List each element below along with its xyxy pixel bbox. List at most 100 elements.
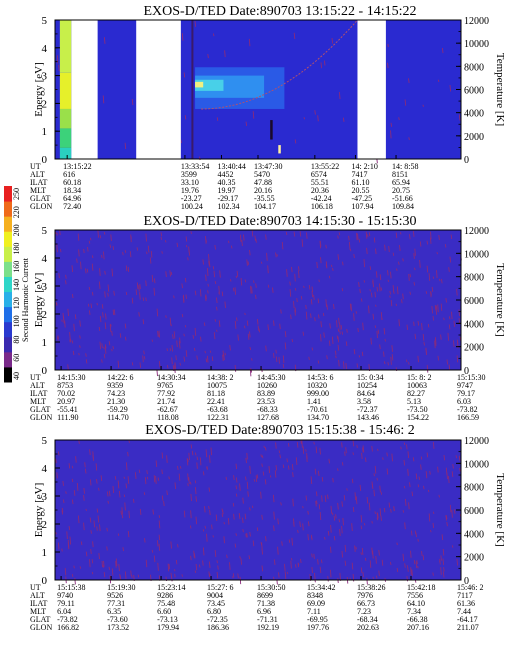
noise-streak xyxy=(284,563,286,572)
noise-streak xyxy=(262,471,265,476)
y-tick-label: 2 xyxy=(42,98,48,110)
noise-streak xyxy=(348,235,350,241)
noise-streak xyxy=(273,525,275,532)
ephemeris-value: 10063 xyxy=(407,381,427,390)
ephemeris-row-label: UT xyxy=(30,162,41,171)
ephemeris-value: 15:34:42 xyxy=(307,583,335,592)
noise-streak xyxy=(310,313,312,318)
noise-streak xyxy=(202,259,204,265)
noise-streak xyxy=(107,500,109,504)
noise-streak xyxy=(194,487,197,495)
noise-streak xyxy=(403,485,406,489)
noise-streak xyxy=(225,476,228,480)
colorbar-swatch xyxy=(4,321,12,338)
noise-streak xyxy=(372,576,374,580)
noise-streak xyxy=(331,336,334,344)
density-spike xyxy=(278,145,281,154)
noise-streak xyxy=(342,517,344,526)
ephemeris-value: 10260 xyxy=(257,381,277,390)
noise-streak xyxy=(64,320,66,328)
noise-streak xyxy=(351,562,354,570)
y2-tick-label: 2000 xyxy=(464,132,484,143)
noise-streak xyxy=(313,294,315,300)
noise-streak xyxy=(344,560,347,566)
ephemeris-value: 6574 xyxy=(311,170,327,179)
noise-streak xyxy=(417,484,420,488)
noise-streak xyxy=(239,483,241,491)
noise-streak xyxy=(184,115,187,120)
noise-streak xyxy=(71,340,74,344)
ephemeris-value: 74.23 xyxy=(107,389,125,398)
noise-streak xyxy=(144,538,146,543)
noise-streak xyxy=(382,457,384,461)
noise-streak xyxy=(139,508,142,515)
noise-streak xyxy=(329,323,331,329)
noise-streak xyxy=(345,447,347,454)
noise-streak xyxy=(100,475,103,481)
noise-streak xyxy=(277,546,279,555)
noise-streak xyxy=(337,254,340,260)
noise-streak xyxy=(97,230,99,238)
noise-streak xyxy=(209,573,211,576)
noise-streak xyxy=(442,548,445,556)
noise-streak xyxy=(375,575,378,579)
noise-streak xyxy=(98,281,101,289)
noise-streak xyxy=(383,351,385,357)
noise-streak xyxy=(85,551,88,557)
noise-streak xyxy=(157,330,159,337)
noise-streak xyxy=(239,234,242,242)
noise-streak xyxy=(296,441,299,448)
noise-streak xyxy=(118,490,121,498)
ephemeris-value: 83.89 xyxy=(257,389,275,398)
noise-streak xyxy=(311,534,313,541)
noise-streak xyxy=(432,276,435,279)
ephemeris-value: 154.22 xyxy=(407,413,429,422)
ephemeris-value: 9359 xyxy=(107,381,123,390)
noise-streak xyxy=(246,532,248,538)
ephemeris-value: 61.36 xyxy=(457,599,475,608)
flux-core xyxy=(195,79,224,91)
noise-streak xyxy=(337,344,340,351)
y2-tick-label: 10000 xyxy=(464,39,489,50)
y-tick-label: 0 xyxy=(42,154,48,166)
noise-streak xyxy=(448,267,450,272)
noise-streak xyxy=(169,270,171,277)
noise-streak xyxy=(187,459,189,462)
noise-streak xyxy=(337,328,340,332)
noise-streak xyxy=(366,247,368,254)
noise-streak xyxy=(98,326,101,331)
noise-streak xyxy=(249,346,252,351)
y2-tick-label: 8000 xyxy=(464,62,484,73)
noise-streak xyxy=(404,498,407,506)
noise-streak xyxy=(357,233,359,240)
noise-streak xyxy=(263,445,265,449)
noise-streak xyxy=(321,495,323,502)
noise-streak xyxy=(56,244,58,253)
noise-streak xyxy=(244,279,247,283)
spectrogram-panel: EXOS-D/TED Date:890703 15:15:38 - 15:46:… xyxy=(30,423,505,632)
noise-streak xyxy=(356,444,358,448)
noise-streak xyxy=(157,562,159,571)
ephemeris-row-label: ALT xyxy=(30,170,45,179)
colorbar-swatch xyxy=(4,216,12,232)
noise-streak xyxy=(339,529,341,537)
noise-streak xyxy=(244,513,247,520)
noise-streak xyxy=(246,320,249,326)
noise-streak xyxy=(333,303,335,310)
ephemeris-row-label: UT xyxy=(30,583,41,592)
ephemeris-value: 166.59 xyxy=(457,413,479,422)
noise-streak xyxy=(441,278,443,284)
noise-streak xyxy=(112,246,115,250)
noise-streak xyxy=(194,480,197,484)
noise-streak xyxy=(306,455,308,463)
noise-streak xyxy=(303,285,305,289)
noise-streak xyxy=(196,355,198,360)
low-energy-band xyxy=(59,72,72,109)
noise-streak xyxy=(251,230,254,237)
noise-streak xyxy=(257,325,260,331)
noise-streak xyxy=(396,567,399,572)
noise-streak xyxy=(440,555,442,561)
noise-streak xyxy=(109,575,112,584)
noise-streak xyxy=(119,333,122,338)
noise-streak xyxy=(117,360,120,368)
